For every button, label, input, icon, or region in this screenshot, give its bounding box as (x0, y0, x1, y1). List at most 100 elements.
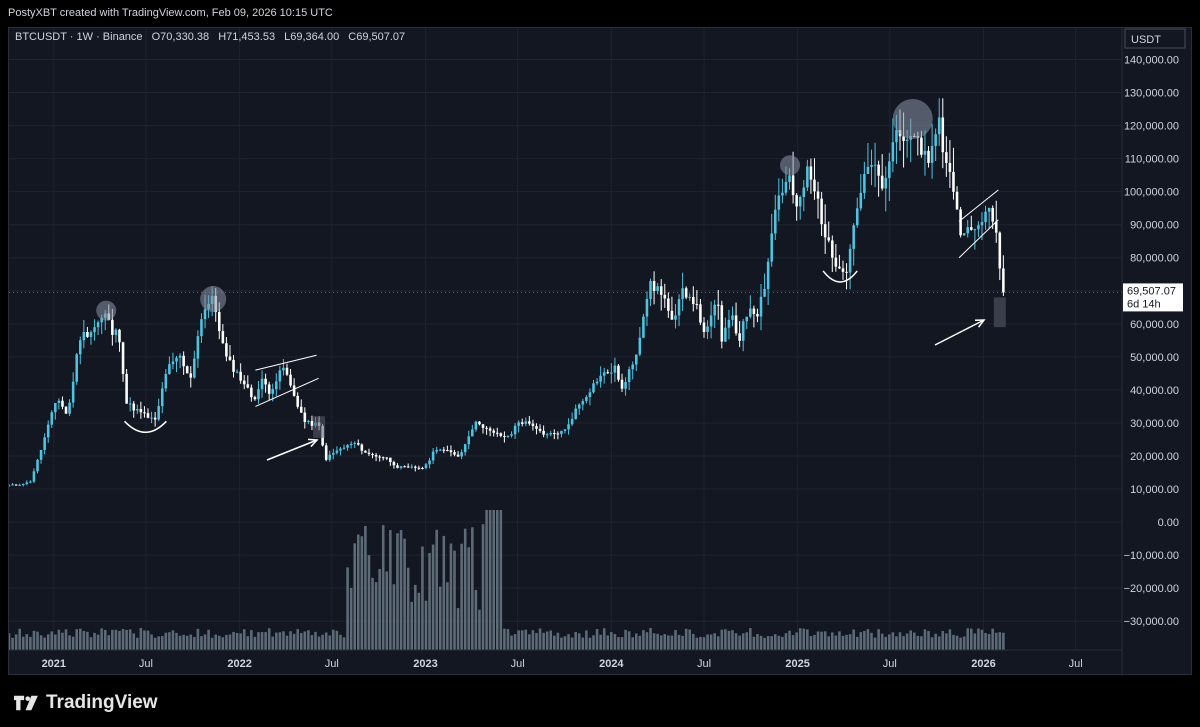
volume-bar (463, 528, 467, 650)
candle-body (681, 288, 684, 300)
volume-bar (749, 628, 752, 650)
x-tick-label: 2022 (227, 658, 251, 670)
candle (185, 365, 189, 374)
candle-body (242, 380, 246, 385)
volume-bar (670, 635, 674, 650)
volume-bar (100, 628, 103, 650)
volume-bar (941, 630, 945, 650)
volume-bar (495, 510, 499, 650)
volume-bar (503, 628, 506, 650)
candle-body (977, 225, 980, 230)
candle (492, 428, 495, 437)
volume-bar (339, 634, 342, 650)
candle (335, 446, 339, 455)
volume-bar (813, 634, 816, 650)
volume-bar (299, 633, 303, 650)
price-chart[interactable]: 140,000.00 130,000.00 120,000.00 110,000.00… (9, 28, 1193, 676)
volume-bar (296, 629, 299, 650)
candle-body (599, 375, 602, 382)
volume-bar (524, 629, 528, 650)
time-axis[interactable]: 2021 Jul 2022 Jul 2023 Jul 2024 Jul 2025 Jul 2026 J… (42, 658, 1083, 670)
symbol-legend[interactable]: BTCUSDT · 1W · Binance O70,330.38 H71,45… (15, 31, 405, 43)
candle-body (674, 315, 677, 320)
candle (937, 98, 941, 146)
candle-body (781, 192, 784, 196)
candle (506, 435, 510, 438)
candle (282, 359, 285, 376)
candle-body (228, 356, 232, 360)
volume-bar (937, 636, 941, 650)
volume-bar (235, 632, 239, 650)
volume-bar (282, 631, 285, 650)
volume-bar (884, 636, 888, 650)
tradingview-branding[interactable]: TradingView (14, 690, 158, 716)
y-tick-label: 90,000.00 (1130, 220, 1179, 232)
y-tick-label: 80,000.00 (1130, 253, 1179, 265)
candle (613, 357, 617, 382)
volume-bar (481, 524, 485, 650)
candle-body (827, 237, 831, 241)
candle (64, 406, 68, 414)
candle (46, 420, 50, 443)
candle (389, 457, 392, 466)
candle (545, 432, 549, 439)
candle-body (200, 319, 203, 337)
candle-body (114, 329, 118, 335)
candle (966, 219, 970, 238)
candle-body (164, 373, 168, 389)
candle-body (399, 466, 403, 468)
volume-bar (902, 636, 905, 650)
volume-bar (499, 510, 503, 650)
candle-body (360, 444, 364, 451)
chart-panel[interactable]: 140,000.00 130,000.00 120,000.00 110,000.00… (8, 27, 1193, 676)
candle-body (659, 286, 663, 295)
candle (816, 181, 820, 219)
candle-body (61, 400, 64, 407)
candle-body (770, 233, 773, 262)
volume-bar (731, 630, 734, 650)
candle (285, 363, 289, 377)
candle (324, 442, 328, 462)
candle (456, 451, 460, 458)
volume-bar (303, 631, 307, 650)
candle (891, 118, 895, 173)
candle-body (553, 433, 556, 435)
volume-bar (346, 567, 349, 650)
volume-bar (385, 571, 389, 650)
currency-label-box[interactable]: USDT (1124, 28, 1186, 49)
candle-body (14, 484, 18, 486)
volume-bar (692, 633, 695, 650)
volume-bar (143, 630, 146, 650)
channel-line (255, 377, 319, 407)
candle-body (310, 420, 314, 426)
volume-bar (210, 637, 214, 650)
candle (638, 327, 642, 357)
candle-body (481, 424, 485, 428)
candle-body (670, 310, 674, 320)
candle-body (806, 166, 809, 188)
price-axis[interactable]: 140,000.00 130,000.00 120,000.00 110,000.00… (1124, 54, 1179, 628)
candle (841, 260, 845, 280)
candle-body (342, 447, 346, 449)
candle (738, 320, 741, 348)
volume-bar (656, 633, 659, 650)
candle-body (246, 384, 250, 388)
volume-bar (214, 634, 217, 650)
volume-bar (923, 629, 927, 650)
volume-bar (364, 526, 367, 650)
x-tick-label: Jul (697, 658, 711, 670)
candle (136, 404, 139, 414)
candle (160, 382, 164, 414)
candle (617, 364, 620, 382)
candle (1002, 255, 1005, 296)
candle-body (677, 299, 681, 316)
volume-bar (798, 628, 802, 650)
candle-body (838, 266, 841, 269)
candle (39, 449, 43, 464)
candle-body (374, 455, 378, 457)
volume-bar (506, 629, 510, 650)
candle (880, 154, 884, 191)
volume-bar (542, 632, 545, 650)
candle (695, 290, 699, 310)
candle-body (524, 421, 528, 424)
